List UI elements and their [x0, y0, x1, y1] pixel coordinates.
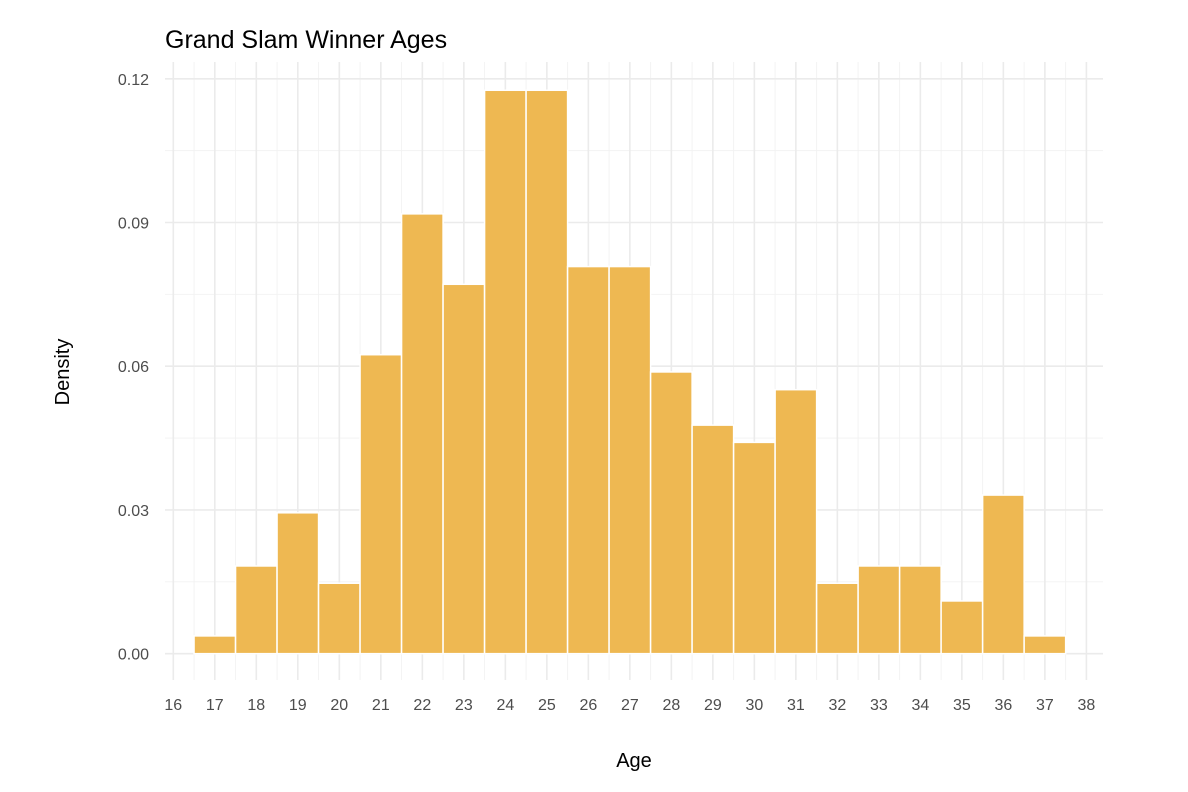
x-axis-title: Age: [616, 750, 652, 772]
y-tick-label: 0.03: [118, 503, 149, 520]
histogram-bar-age-21: [359, 353, 403, 655]
histogram-bar-age-23: [442, 283, 486, 655]
y-axis-ticks: 0.00 0.03 0.06 0.09 0.12: [118, 72, 149, 664]
x-tick-label: 35: [953, 697, 971, 714]
histogram-bar-age-33: [857, 565, 901, 655]
x-tick-label: 31: [787, 697, 805, 714]
histogram-bar-age-35: [940, 600, 984, 655]
histogram-bar-age-20: [317, 582, 361, 655]
histogram-bar-age-36: [981, 494, 1025, 655]
histogram-bar-age-34: [898, 565, 942, 655]
x-tick-label: 28: [662, 697, 680, 714]
x-tick-label: 38: [1077, 697, 1095, 714]
x-tick-label: 22: [413, 697, 431, 714]
x-tick-label: 19: [289, 697, 307, 714]
histogram-bar-age-26: [566, 265, 610, 655]
y-axis-title: Density: [52, 339, 74, 406]
x-tick-label: 36: [994, 697, 1012, 714]
x-tick-label: 23: [455, 697, 473, 714]
histogram-bar-age-29: [691, 424, 735, 655]
x-tick-label: 24: [496, 697, 514, 714]
x-tick-label: 21: [372, 697, 390, 714]
x-tick-label: 32: [828, 697, 846, 714]
histogram-bar-age-27: [608, 265, 652, 655]
x-tick-label: 37: [1036, 697, 1054, 714]
y-tick-label: 0.06: [118, 359, 149, 376]
histogram-bar-age-19: [276, 512, 320, 655]
y-tick-label: 0.09: [118, 215, 149, 232]
x-tick-label: 20: [330, 697, 348, 714]
histogram-bar-age-25: [525, 89, 569, 655]
histogram-bar-age-37: [1023, 635, 1067, 655]
x-tick-label: 18: [247, 697, 265, 714]
x-tick-label: 25: [538, 697, 556, 714]
histogram-bar-age-22: [400, 213, 444, 655]
x-axis-ticks: 16 17 18 19 20 21 22 23 24 25 26 27 28 29 30 31 32 33 34 35…: [164, 697, 1095, 714]
histogram-bar-age-18: [234, 565, 278, 655]
x-tick-label: 27: [621, 697, 639, 714]
histogram-bar-age-31: [774, 388, 818, 655]
chart-title: Grand Slam Winner Ages: [165, 26, 447, 54]
y-tick-label: 0.12: [118, 72, 149, 89]
histogram-bar-age-28: [649, 371, 693, 655]
x-tick-label: 17: [206, 697, 224, 714]
x-tick-label: 29: [704, 697, 722, 714]
x-tick-label: 16: [164, 697, 182, 714]
y-tick-label: 0.00: [118, 647, 149, 664]
x-tick-label: 30: [745, 697, 763, 714]
histogram-bar-age-32: [815, 582, 859, 655]
x-tick-label: 33: [870, 697, 888, 714]
histogram-bar-age-30: [732, 441, 776, 655]
histogram-bar-age-17: [193, 635, 237, 655]
bars: [193, 89, 1067, 655]
x-tick-label: 34: [911, 697, 929, 714]
x-tick-label: 26: [579, 697, 597, 714]
histogram-bar-age-24: [483, 89, 527, 655]
